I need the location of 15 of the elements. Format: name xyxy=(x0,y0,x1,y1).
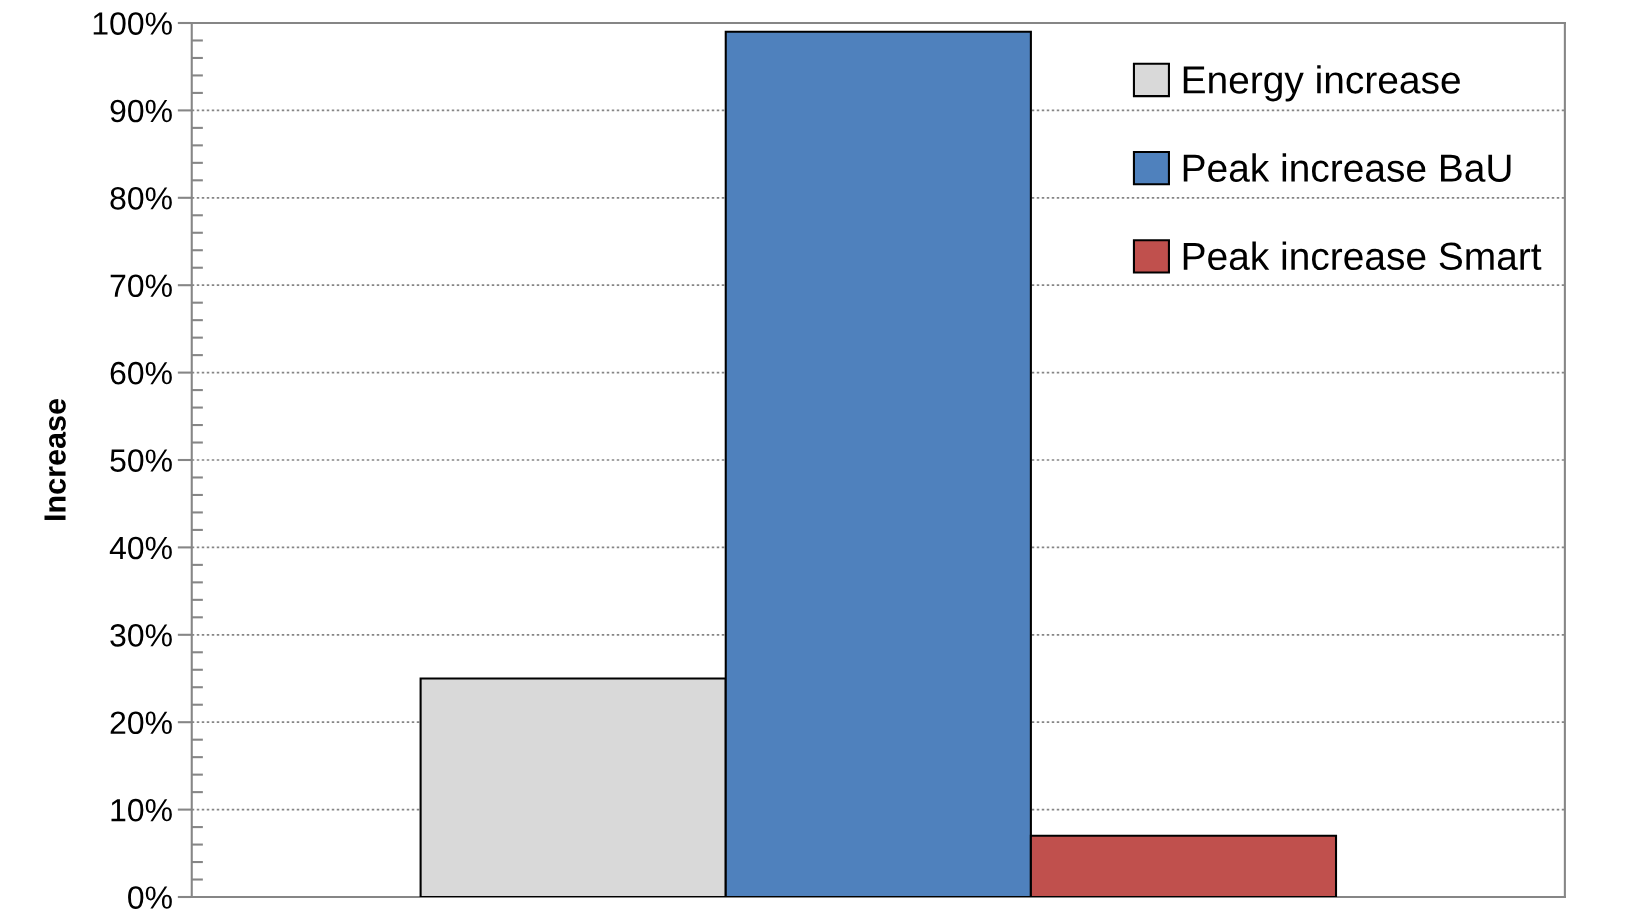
legend-label: Peak increase BaU xyxy=(1183,153,1511,182)
y-tick-label: 0% xyxy=(128,886,172,909)
y-tick-label: 30% xyxy=(110,624,172,647)
legend-label: Peak increase Smart xyxy=(1183,241,1542,271)
y-tick-label: 40% xyxy=(109,536,172,560)
y-tick-label: 50% xyxy=(110,449,172,472)
y-tick-label: 100% xyxy=(93,12,172,35)
y-tick-label: 70% xyxy=(110,274,172,298)
y-tick-label: 60% xyxy=(110,361,172,385)
y-tick-label: 90% xyxy=(110,99,172,123)
y-tick-label: 20% xyxy=(110,711,172,735)
y-tick-label: 80% xyxy=(110,187,172,210)
y-axis-title: Increase xyxy=(44,399,66,520)
legend-label: Energy increase xyxy=(1183,65,1460,102)
y-tick-label: 10% xyxy=(111,798,172,822)
